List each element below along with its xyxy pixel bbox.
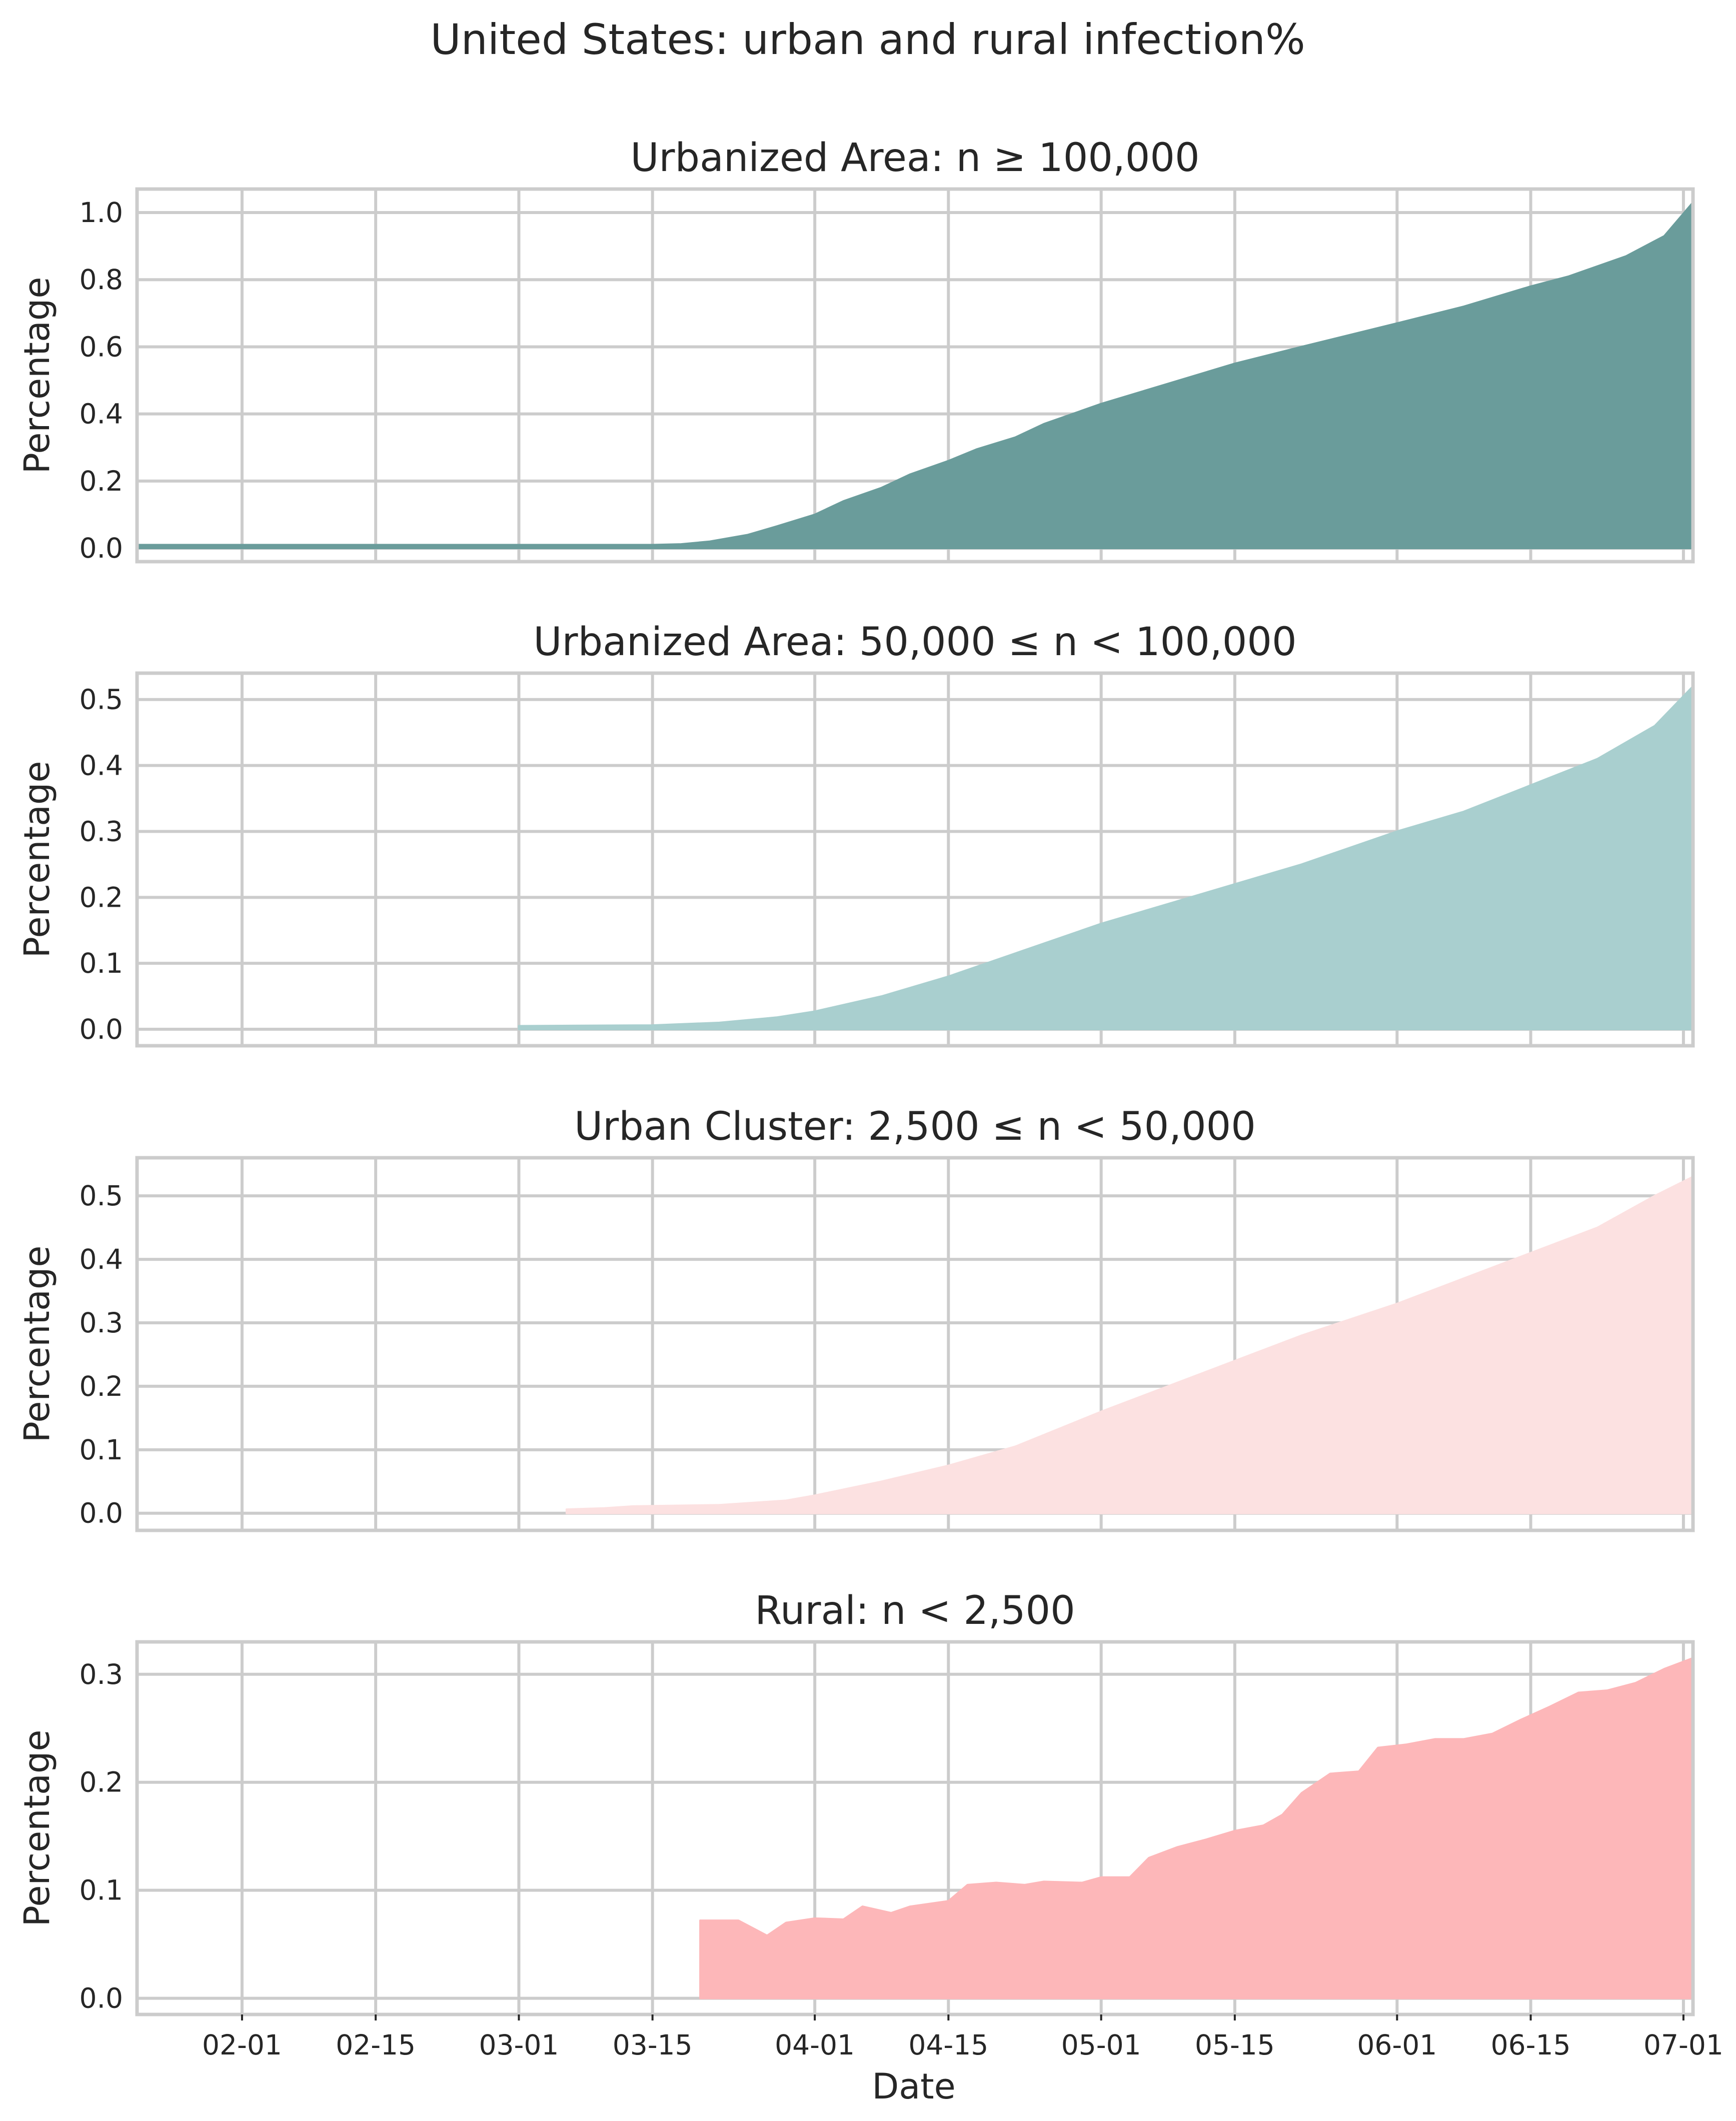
y-axis-label: Percentage [17,1730,58,1927]
x-tick-label: 02-01 [202,2029,282,2061]
y-tick-label: 1.0 [80,197,123,229]
area-series [565,1176,1694,1514]
x-tick-label: 04-15 [908,2029,988,2061]
subplot-title: Urbanized Area: n ≥ 100,000 [630,136,1199,181]
y-tick-label: 0.2 [80,1370,123,1402]
y-tick-label: 0.4 [80,750,123,782]
y-tick-label: 0.0 [80,1013,123,1045]
plot-frame [135,187,1695,564]
x-tick-label: 03-15 [613,2029,693,2061]
y-tick-label: 0.3 [80,815,123,847]
plot-frame [135,1640,1695,2016]
subplot-title: Urbanized Area: 50,000 ≤ n < 100,000 [533,620,1296,665]
y-tick-label: 0.1 [80,1434,123,1466]
subplot-title: Urban Cluster: 2,500 ≤ n < 50,000 [574,1104,1256,1149]
subplot-4: 0.0 0.1 0.2 0.3 Percentage Rural: n < 2,500 02… [17,1588,1723,2061]
y-tick-label: 0.2 [80,465,123,497]
subplot-2: 0.0 0.1 0.2 0.3 0.4 0.5 Percentage Urbanized Ar… [17,620,1695,1048]
plot-frame [135,1156,1695,1532]
y-axis-label: Percentage [17,1246,58,1443]
x-tick-label: 07-01 [1643,2029,1723,2061]
x-tick-label: 05-01 [1061,2029,1141,2061]
y-tick-label: 0.5 [80,684,123,716]
y-axis-label: Percentage [17,761,58,958]
x-tick-label: 03-01 [479,2029,559,2061]
subplot-1: 0.0 0.2 0.4 0.6 0.8 1.0 Percentage Urbanized Ar… [17,136,1695,564]
area-series [699,1657,1694,1999]
y-tick-label: 0.0 [80,1497,123,1529]
x-tick-label: 05-15 [1195,2029,1275,2061]
y-tick-label: 0.8 [80,264,123,296]
subplot-title: Rural: n < 2,500 [755,1588,1075,1633]
x-axis-label: Date [872,2066,955,2107]
y-tick-label: 0.3 [80,1307,123,1339]
y-tick-label: 0.5 [80,1180,123,1212]
x-tick-label: 06-01 [1357,2029,1437,2061]
area-series [136,201,1694,550]
y-tick-label: 0.4 [80,398,123,430]
x-tick-label: 02-15 [336,2029,416,2061]
y-tick-label: 0.6 [80,331,123,363]
x-tick-label: 04-01 [775,2029,855,2061]
y-axis-label: Percentage [17,277,58,474]
y-tick-label: 0.0 [80,532,123,564]
y-tick-label: 0.0 [80,1982,123,2014]
y-tick-label: 0.3 [80,1658,123,1690]
subplot-3: 0.0 0.1 0.2 0.3 0.4 0.5 Percentage Urban Cluste… [17,1104,1695,1532]
y-tick-label: 0.1 [80,947,123,979]
y-tick-label: 0.2 [80,1766,123,1798]
y-tick-label: 0.4 [80,1243,123,1275]
y-tick-label: 0.2 [80,881,123,913]
figure-title: United States: urban and rural infection… [430,15,1305,64]
y-tick-label: 0.1 [80,1874,123,1906]
area-series [518,685,1694,1031]
plot-frame [135,671,1695,1048]
x-tick-label: 06-15 [1491,2029,1571,2061]
